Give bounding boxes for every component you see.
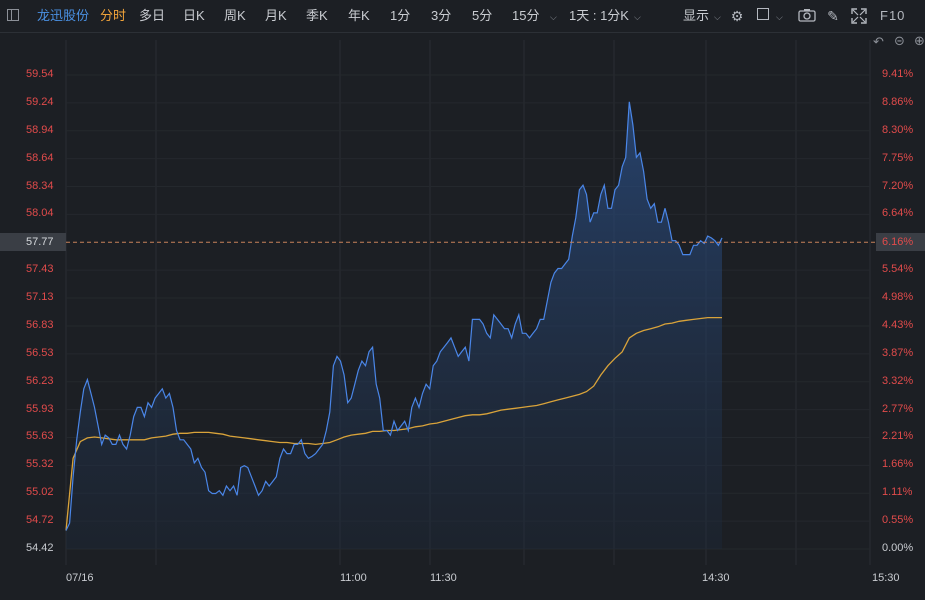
tab-multi-day[interactable]: 多日 — [139, 8, 166, 23]
tab-more-chevron[interactable]: ⌵ — [550, 12, 557, 22]
layout-chevron-icon[interactable]: ⌵ — [776, 12, 783, 22]
price-area — [66, 101, 722, 550]
current-price-tag: 57.77 — [0, 233, 66, 252]
y-label-price: 56.83 — [26, 318, 54, 331]
y-label-pct: 8.30% — [882, 123, 914, 136]
y-label-price: 56.53 — [26, 346, 54, 359]
x-label-1100: 11:00 — [340, 572, 367, 584]
tab-quarterly-k[interactable]: 季K — [306, 8, 328, 23]
current-pct-tag: 6.16% — [876, 233, 925, 252]
y-label-pct: 8.86% — [882, 95, 914, 108]
y-label-pct: 1.66% — [882, 458, 914, 471]
y-label-pct: 4.98% — [882, 291, 914, 304]
display-chevron-icon[interactable]: ⌵ — [714, 12, 721, 22]
y-label-pct: 4.43% — [882, 318, 914, 331]
y-label-pct: 7.75% — [882, 151, 914, 164]
y-label-pct: 3.87% — [882, 346, 914, 359]
pencil-icon[interactable]: ✎ — [827, 8, 839, 24]
y-label-price: 59.24 — [26, 95, 54, 108]
y-label-price: 57.13 — [26, 291, 54, 304]
x-label-date: 07/16 — [66, 572, 94, 584]
toolbar: 龙迅股份 分时 多日 日K 周K 月K 季K 年K 1分 3分 5分 15分 ⌵… — [0, 0, 925, 33]
y-label-pct: 5.54% — [882, 263, 914, 276]
y-label-price: 54.42 — [26, 542, 54, 554]
camera-icon[interactable] — [797, 8, 817, 24]
fullscreen-icon[interactable] — [851, 8, 867, 24]
zoom-in-icon[interactable]: ⊕ — [914, 33, 925, 48]
y-label-pct: 2.21% — [882, 430, 914, 443]
price-line — [65, 101, 723, 531]
f10-button[interactable]: F10 — [880, 8, 906, 23]
tab-yearly-k[interactable]: 年K — [348, 8, 370, 23]
period-selector[interactable]: 1天 : 1分K — [569, 8, 629, 23]
tab-3min[interactable]: 3分 — [431, 8, 452, 23]
y-label-price: 58.34 — [26, 179, 54, 192]
stock-name[interactable]: 龙迅股份 — [37, 8, 90, 23]
y-label-price: 55.02 — [26, 486, 54, 499]
tab-weekly-k[interactable]: 周K — [224, 8, 246, 23]
y-label-price: 55.32 — [26, 458, 54, 471]
settings-gear-icon[interactable]: ⚙ — [730, 8, 744, 24]
y-label-pct: 6.64% — [882, 207, 914, 220]
x-label-1530: 15:30 — [872, 572, 900, 584]
zoom-out-icon[interactable]: ⊝ — [894, 33, 905, 48]
y-label-pct: 9.41% — [882, 68, 914, 80]
period-chevron-icon[interactable]: ⌵ — [634, 12, 641, 22]
y-label-pct: 3.32% — [882, 374, 914, 387]
y-label-price: 55.93 — [26, 402, 54, 415]
y-label-pct: 7.20% — [882, 179, 914, 192]
y-label-price: 56.23 — [26, 374, 54, 387]
tab-daily-k[interactable]: 日K — [183, 8, 205, 23]
sidebar-toggle-icon[interactable] — [7, 9, 19, 21]
y-label-price: 58.94 — [26, 123, 54, 136]
y-label-price: 55.63 — [26, 430, 54, 443]
y-label-price: 57.43 — [26, 263, 54, 276]
y-label-pct: 2.77% — [882, 402, 914, 415]
tab-monthly-k[interactable]: 月K — [265, 8, 287, 23]
tab-5min[interactable]: 5分 — [472, 8, 493, 23]
undo-icon[interactable]: ↶ — [873, 34, 884, 49]
y-label-price: 59.54 — [26, 68, 54, 80]
x-label-1430: 14:30 — [702, 572, 730, 584]
x-label-1130: 11:30 — [430, 572, 457, 584]
y-label-pct: 0.00% — [882, 542, 914, 554]
y-label-price: 58.64 — [26, 151, 54, 164]
tab-intraday[interactable]: 分时 — [100, 8, 127, 23]
y-label-price: 54.72 — [26, 514, 54, 527]
tab-1min[interactable]: 1分 — [390, 8, 411, 23]
layout-square-icon[interactable] — [757, 8, 769, 20]
avg-price-line — [65, 316, 722, 531]
price-chart[interactable] — [0, 32, 925, 568]
display-menu[interactable]: 显示 — [683, 8, 710, 23]
y-label-pct: 0.55% — [882, 514, 914, 527]
y-label-pct: 1.11% — [882, 486, 913, 499]
tab-15min[interactable]: 15分 — [512, 8, 540, 23]
y-label-price: 58.04 — [26, 207, 54, 220]
